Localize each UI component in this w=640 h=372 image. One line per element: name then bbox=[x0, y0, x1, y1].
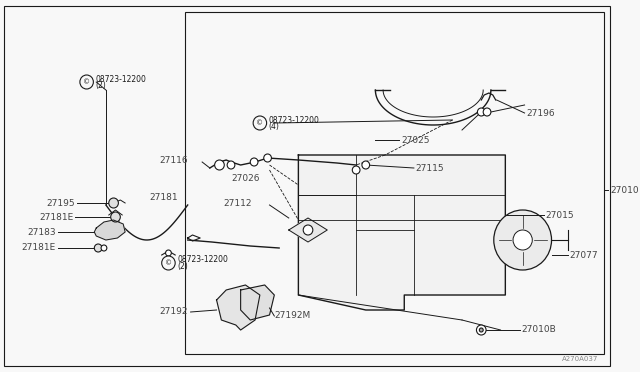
Text: 27026: 27026 bbox=[231, 173, 259, 183]
Text: 08723-12200: 08723-12200 bbox=[269, 115, 319, 125]
Text: A270A037: A270A037 bbox=[563, 356, 598, 362]
Text: 27181E: 27181E bbox=[22, 244, 56, 253]
Text: 27181E: 27181E bbox=[39, 212, 73, 221]
Polygon shape bbox=[94, 220, 125, 240]
Circle shape bbox=[362, 161, 370, 169]
Circle shape bbox=[250, 158, 258, 166]
Polygon shape bbox=[298, 155, 506, 310]
Text: 27192: 27192 bbox=[159, 308, 188, 317]
Circle shape bbox=[162, 256, 175, 270]
Circle shape bbox=[227, 161, 235, 169]
Text: 27010B: 27010B bbox=[522, 326, 556, 334]
Circle shape bbox=[513, 230, 532, 250]
Text: ©: © bbox=[83, 79, 90, 85]
Circle shape bbox=[352, 166, 360, 174]
Text: 27192M: 27192M bbox=[275, 311, 310, 321]
Circle shape bbox=[476, 325, 486, 335]
Text: 27181: 27181 bbox=[149, 192, 178, 202]
Circle shape bbox=[109, 198, 118, 208]
Text: 27195: 27195 bbox=[47, 199, 75, 208]
Text: 08723-12200: 08723-12200 bbox=[95, 74, 146, 83]
Circle shape bbox=[477, 108, 485, 116]
Circle shape bbox=[101, 245, 107, 251]
Circle shape bbox=[94, 244, 102, 252]
Circle shape bbox=[111, 212, 120, 222]
Text: (4): (4) bbox=[269, 122, 280, 131]
Bar bbox=[185, 12, 604, 354]
Circle shape bbox=[264, 154, 271, 162]
Text: 27015: 27015 bbox=[546, 211, 574, 219]
Circle shape bbox=[166, 250, 172, 256]
Circle shape bbox=[253, 116, 267, 130]
Polygon shape bbox=[289, 218, 327, 242]
Circle shape bbox=[483, 108, 491, 116]
Polygon shape bbox=[216, 285, 260, 330]
Circle shape bbox=[214, 160, 224, 170]
Text: 08723-12200: 08723-12200 bbox=[177, 256, 228, 264]
Text: 27112: 27112 bbox=[224, 199, 252, 208]
Circle shape bbox=[303, 225, 313, 235]
Text: ©: © bbox=[165, 260, 172, 266]
Circle shape bbox=[494, 210, 552, 270]
Text: ©: © bbox=[257, 120, 264, 126]
Text: 27115: 27115 bbox=[416, 164, 444, 173]
Text: 27010: 27010 bbox=[611, 186, 639, 195]
Text: (2): (2) bbox=[177, 262, 188, 270]
Text: 27183: 27183 bbox=[28, 228, 56, 237]
Circle shape bbox=[479, 328, 483, 332]
Circle shape bbox=[80, 75, 93, 89]
Polygon shape bbox=[241, 285, 275, 320]
Text: 27077: 27077 bbox=[570, 250, 598, 260]
Text: 27025: 27025 bbox=[401, 135, 430, 144]
Text: 27116: 27116 bbox=[159, 155, 188, 164]
Text: 27196: 27196 bbox=[527, 109, 555, 118]
Text: (2): (2) bbox=[95, 80, 106, 90]
